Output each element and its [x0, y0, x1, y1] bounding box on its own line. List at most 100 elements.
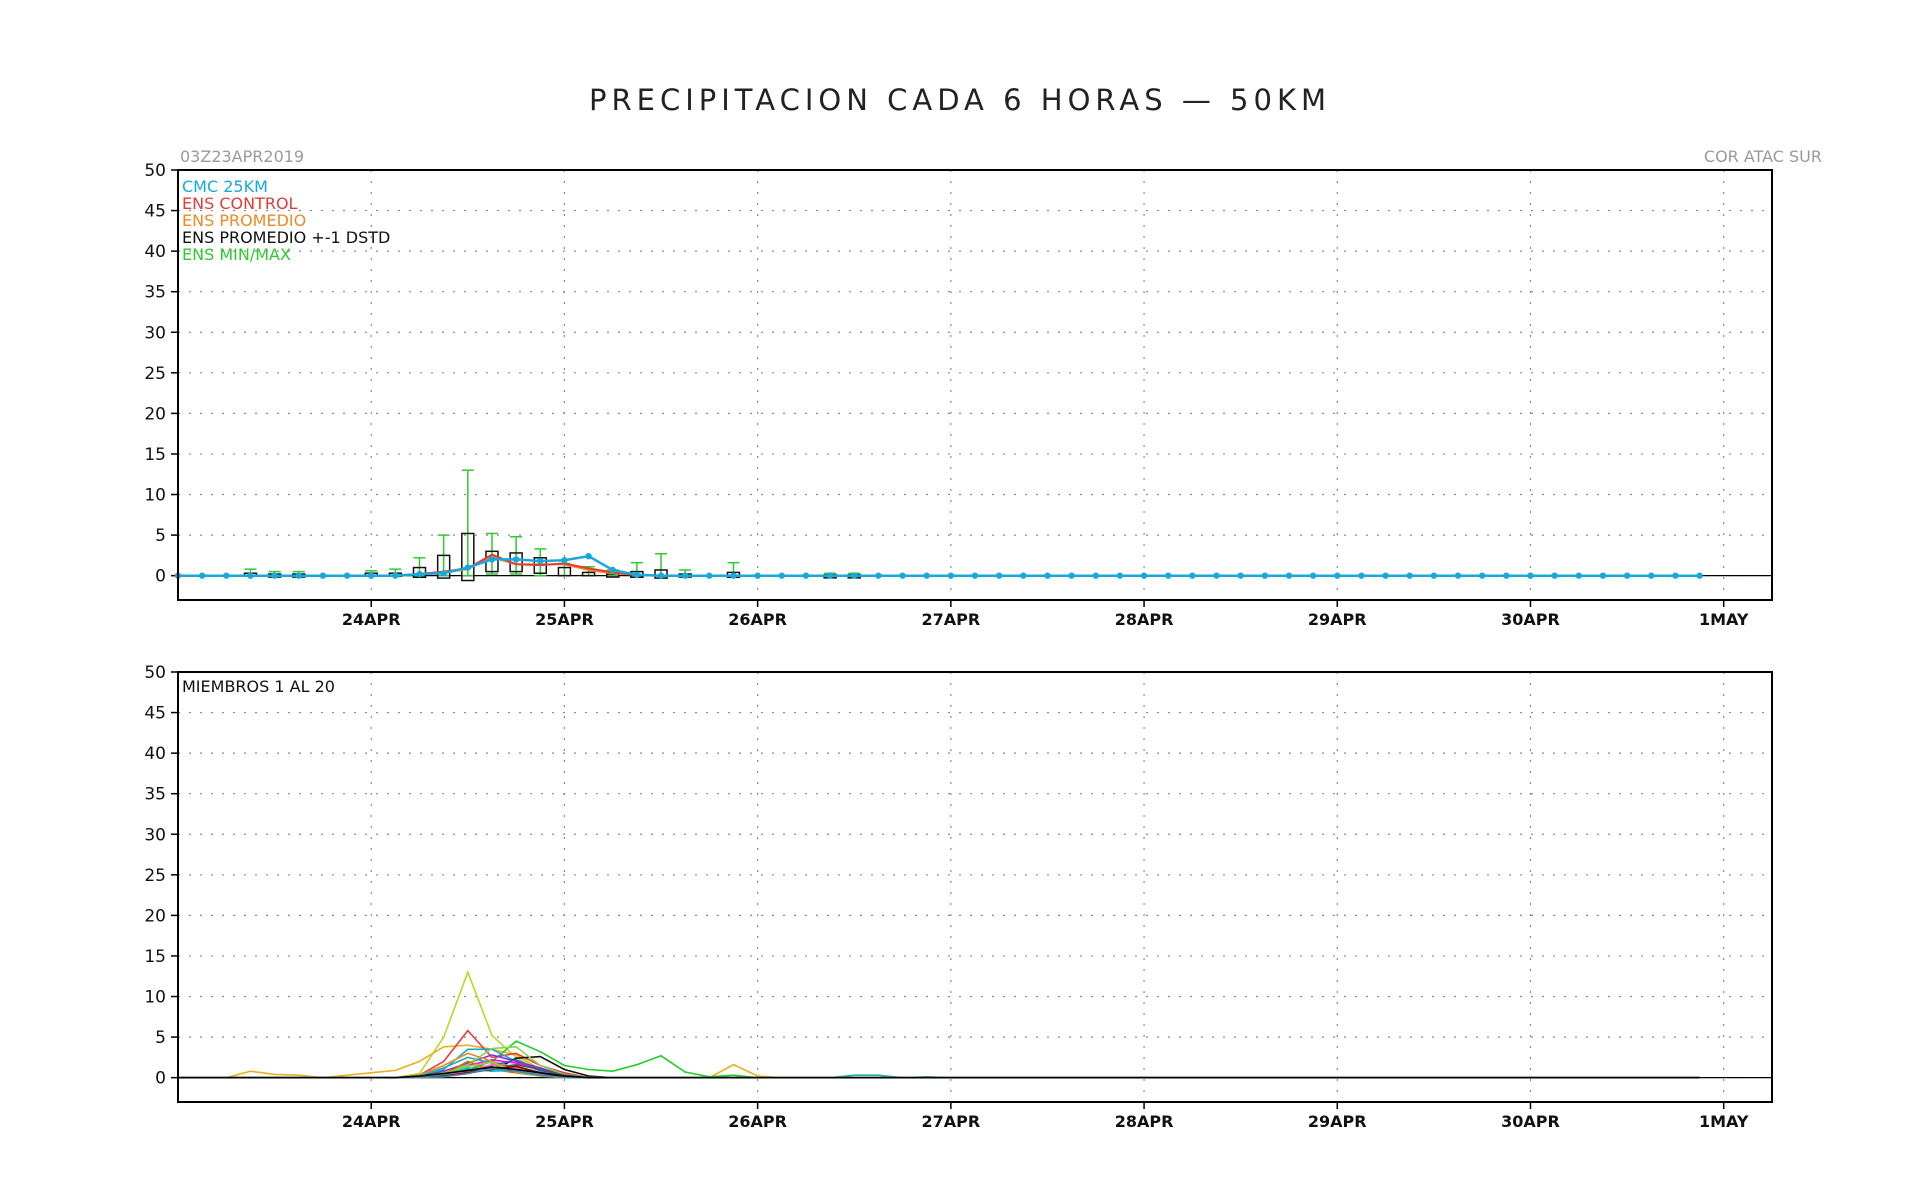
x-tick-label: 30APR: [1501, 1112, 1560, 1131]
member-line-10: [178, 1056, 1700, 1079]
legend-dstd: ENS PROMEDIO +-1 DSTD: [182, 228, 390, 247]
member-line-8: [178, 1058, 1700, 1079]
cmc-marker: [440, 570, 447, 577]
cmc-marker: [1648, 572, 1655, 579]
cmc-marker: [1165, 572, 1172, 579]
cmc-marker: [899, 572, 906, 579]
cmc-marker: [1454, 572, 1462, 579]
members-panel-title: MIEMBROS 1 AL 20: [182, 677, 335, 696]
cmc-marker: [1527, 572, 1534, 579]
cmc-marker: [802, 572, 810, 579]
cmc-marker: [1140, 572, 1148, 579]
dstd-box: [557, 566, 572, 577]
cmc-marker: [368, 572, 375, 579]
cmc-marker: [1309, 572, 1317, 579]
cmc-marker: [1575, 572, 1582, 579]
cmc-marker: [633, 571, 641, 579]
cmc-marker: [1213, 572, 1220, 579]
y-tick-label: 30: [144, 323, 166, 343]
cmc-marker: [1672, 572, 1679, 579]
cmc-marker: [295, 572, 302, 579]
series-line-1: [178, 553, 1700, 577]
dstd-box: [436, 554, 451, 579]
cmc-marker: [464, 564, 472, 571]
series-line-2: [178, 555, 1700, 577]
cmc-marker: [1334, 572, 1341, 579]
top-frame: [177, 169, 1773, 601]
cmc-marker: [995, 572, 1003, 579]
top-panel: 0 5 10 15 20 25 30 35 40 45 50 24APR 25APR 26APR 27AP…: [144, 161, 1773, 629]
cmc-marker: [1068, 572, 1075, 579]
cmc-marker: [416, 570, 423, 578]
y-tick-label: 25: [144, 866, 166, 886]
y-tick-label: 10: [144, 486, 166, 506]
x-tick-label: 26APR: [728, 610, 787, 629]
x-tick-label: 25APR: [535, 610, 594, 629]
member-line-1: [178, 969, 1700, 1079]
cmc-marker: [730, 572, 737, 579]
cmc-marker: [585, 552, 592, 560]
top-x-tick-labels: 24APR 25APR 26APR 27APR 28APR 29APR 30APR 1MAY: [342, 610, 1749, 629]
region-label: COR ATAC SUR: [1704, 147, 1822, 166]
y-tick-label: 20: [144, 906, 166, 926]
series-line-0: [178, 554, 1700, 577]
y-tick-label: 5: [155, 526, 166, 546]
init-time-label: 03Z23APR2019: [180, 147, 304, 166]
y-tick-label: 25: [144, 364, 166, 384]
legend-promedio: ENS PROMEDIO: [182, 211, 306, 230]
y-tick-label: 50: [144, 663, 166, 683]
x-tick-label: 24APR: [342, 1112, 401, 1131]
bottom-grid: [171, 671, 1772, 1109]
cmc-marker: [923, 572, 930, 579]
y-tick-label: 50: [144, 161, 166, 181]
cmc-marker: [198, 572, 206, 579]
dstd-box: [581, 571, 596, 577]
top-y-tick-labels: 0 5 10 15 20 25 30 35 40 45 50: [144, 161, 166, 587]
cmc-marker: [1020, 572, 1027, 579]
legend-cmc: CMC 25KM: [182, 177, 268, 196]
cmc-marker: [1406, 572, 1413, 579]
member-line-20: [178, 1066, 1700, 1079]
bottom-panel: 0 5 10 15 20 25 30 35 40 45 50 24APR 25APR 26APR 27AP…: [144, 663, 1773, 1131]
legend: CMC 25KM ENS CONTROL ENS PROMEDIO ENS PR…: [182, 177, 390, 264]
bottom-frame: [177, 671, 1773, 1103]
y-tick-label: 45: [144, 704, 166, 724]
cmc-marker: [1696, 572, 1703, 579]
cmc-marker: [561, 557, 568, 564]
bottom-x-tick-labels: 24APR 25APR 26APR 27APR 28APR 29APR 30APR 1MAY: [342, 1112, 1749, 1131]
cmc-marker: [851, 572, 858, 579]
cmc-marker: [1261, 572, 1269, 579]
cmc-marker: [1116, 572, 1124, 579]
cmc-marker: [1503, 572, 1510, 579]
x-tick-label: 27APR: [921, 610, 980, 629]
x-tick-label: 29APR: [1308, 610, 1367, 629]
cmc-marker: [754, 572, 761, 579]
dstd-box: [461, 532, 475, 582]
y-tick-label: 35: [144, 785, 166, 805]
y-tick-label: 45: [144, 202, 166, 222]
cmc-marker: [875, 572, 882, 579]
member-line-3: [178, 1040, 1700, 1079]
cmc-marker: [1044, 572, 1051, 579]
x-tick-label: 30APR: [1501, 610, 1560, 629]
y-tick-label: 10: [144, 988, 166, 1008]
x-tick-label: 1MAY: [1699, 610, 1749, 629]
cmc-marker: [488, 556, 496, 563]
cmc-marker: [1285, 572, 1293, 579]
cmc-marker: [947, 572, 955, 579]
member-line-2: [178, 1044, 1700, 1079]
cmc-marker: [971, 572, 979, 579]
cmc-marker: [1189, 572, 1196, 579]
cmc-marker: [681, 572, 689, 579]
cmc-marker: [1237, 572, 1244, 579]
x-tick-label: 29APR: [1308, 1112, 1367, 1131]
cmc-marker: [1478, 572, 1486, 579]
cmc-marker: [609, 566, 616, 574]
cmc-marker: [1092, 572, 1099, 579]
x-tick-label: 28APR: [1115, 1112, 1174, 1131]
x-tick-label: 24APR: [342, 610, 401, 629]
y-tick-label: 0: [155, 567, 166, 587]
member-line-5: [178, 1048, 1700, 1079]
cmc-marker: [706, 572, 713, 579]
cmc-marker: [657, 572, 665, 579]
